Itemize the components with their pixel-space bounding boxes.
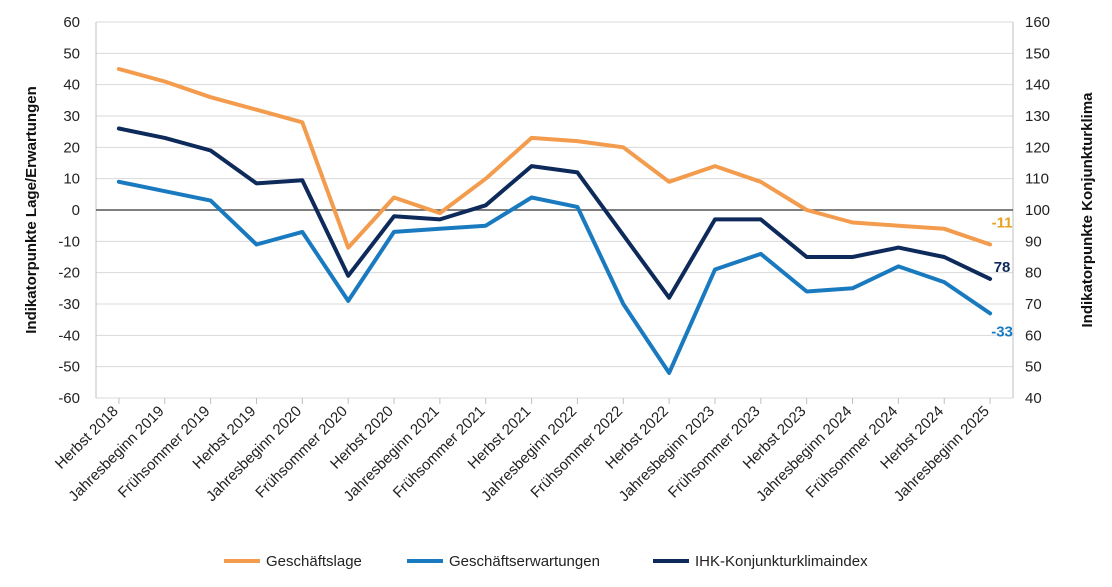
y-left-tick-label: 50 <box>63 45 80 62</box>
y-left-tick-label: -30 <box>58 296 80 313</box>
y-right-tick-label: 70 <box>1025 296 1042 313</box>
grid-layer <box>96 21 1013 399</box>
y-right-tick-label: 110 <box>1025 171 1049 188</box>
series-line-3 <box>116 126 993 300</box>
y-left-tick-label: 60 <box>63 14 80 31</box>
y-right-tick-label: 90 <box>1025 233 1042 250</box>
y-right-tick-label: 120 <box>1025 139 1050 156</box>
y-right-tick-label: 50 <box>1025 359 1042 376</box>
y-left-tick-label: -10 <box>58 233 80 250</box>
legend: Geschäftslage Geschäftserwartungen IHK-Kon… <box>224 553 868 570</box>
y-right-tick-label: 130 <box>1025 108 1050 125</box>
y-right-tick-label: 80 <box>1025 265 1042 282</box>
y-left-tick-label: -40 <box>58 327 80 344</box>
y-left-tick-label: 20 <box>63 139 80 156</box>
y-left-tick-label: 30 <box>63 108 80 125</box>
y-right-tick-label: 150 <box>1025 45 1050 62</box>
legend-label: Geschäftslage <box>266 553 362 570</box>
series-end-label: 78 <box>994 259 1011 276</box>
y-right-axis-title: Indikatorpunkte Konjunkturklima <box>1079 92 1096 328</box>
series-end-label: -33 <box>991 323 1013 340</box>
y-left-tick-label: -60 <box>58 390 80 407</box>
y-left-tick-label: -50 <box>58 359 80 376</box>
legend-item: IHK-Konjunkturklimaindex <box>653 553 868 570</box>
labels-layer: -11 -33 78 <box>991 214 1013 340</box>
y-left-tick-label: -20 <box>58 265 80 282</box>
y-right-tick-label: 140 <box>1025 77 1050 94</box>
y-left-tick-label: 10 <box>63 171 80 188</box>
series-line-2 <box>116 179 993 375</box>
series-end-label: -11 <box>992 214 1013 231</box>
y-left-axis-title: Indikatorpunkte Lage/Erwartungen <box>23 86 40 334</box>
y-right-tick-label: 160 <box>1025 14 1050 31</box>
y-right-tick-label: 40 <box>1025 390 1042 407</box>
y-right-tick-label: 60 <box>1025 327 1042 344</box>
y-right-tick-label: 100 <box>1025 202 1050 219</box>
legend-item: Geschäftslage <box>224 553 362 570</box>
legend-item: Geschäftserwartungen <box>407 553 600 570</box>
series-line-1 <box>116 67 993 250</box>
legend-label: IHK-Konjunkturklimaindex <box>695 553 868 570</box>
series-layer <box>116 67 993 375</box>
y-left-tick-label: 40 <box>63 77 80 94</box>
y-left-tick-label: 0 <box>72 202 80 219</box>
legend-label: Geschäftserwartungen <box>449 553 600 570</box>
